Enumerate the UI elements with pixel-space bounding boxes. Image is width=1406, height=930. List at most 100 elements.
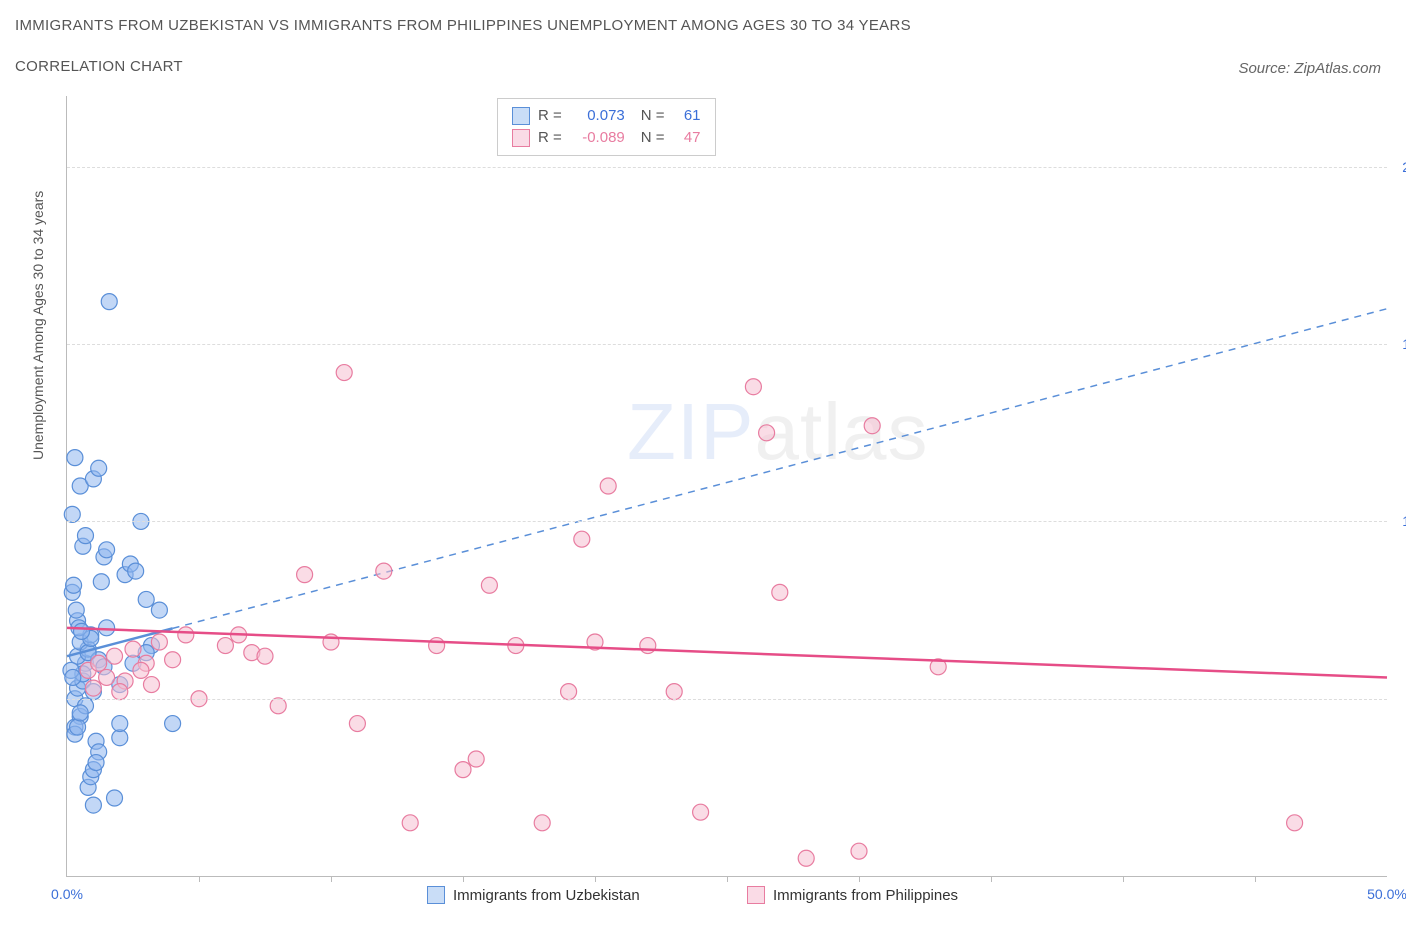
data-point (402, 815, 418, 831)
data-point (151, 602, 167, 618)
data-point (91, 655, 107, 671)
gridline (67, 167, 1387, 168)
trend-line-dashed (173, 309, 1387, 629)
chart-plot-area: ZIPatlas R = 0.073 N = 61 R = -0.089 N =… (66, 96, 1387, 877)
data-point (257, 648, 273, 664)
data-point (798, 850, 814, 866)
y-axis-label: Unemployment Among Ages 30 to 34 years (30, 191, 46, 460)
n-value-2: 47 (673, 127, 701, 149)
data-point (88, 755, 104, 771)
data-point (759, 425, 775, 441)
correlation-stats-box: R = 0.073 N = 61 R = -0.089 N = 47 (497, 98, 716, 156)
data-point (64, 506, 80, 522)
data-point (67, 450, 83, 466)
legend-item-1: Immigrants from Uzbekistan (427, 886, 640, 904)
data-point (1287, 815, 1303, 831)
n-label: N = (641, 105, 665, 127)
x-minor-tick (199, 876, 200, 882)
data-point (107, 790, 123, 806)
data-point (70, 719, 86, 735)
swatch-icon (512, 107, 530, 125)
legend-label-1: Immigrants from Uzbekistan (453, 887, 640, 904)
data-point (745, 379, 761, 395)
data-point (85, 680, 101, 696)
r-label: R = (538, 105, 562, 127)
stats-row-series1: R = 0.073 N = 61 (512, 105, 701, 127)
data-point (600, 478, 616, 494)
data-point (125, 641, 141, 657)
data-point (66, 577, 82, 593)
data-point (151, 634, 167, 650)
r-value-1: 0.073 (570, 105, 625, 127)
data-point (640, 638, 656, 654)
y-tick-label: 20.0% (1392, 159, 1406, 175)
data-point (270, 698, 286, 714)
data-point (178, 627, 194, 643)
r-value-2: -0.089 (570, 127, 625, 149)
data-point (99, 542, 115, 558)
stats-row-series2: R = -0.089 N = 47 (512, 127, 701, 149)
n-value-1: 61 (673, 105, 701, 127)
data-point (112, 716, 128, 732)
data-point (112, 684, 128, 700)
data-point (128, 563, 144, 579)
data-point (455, 762, 471, 778)
data-point (165, 716, 181, 732)
y-tick-label: 5.0% (1392, 691, 1406, 707)
swatch-icon (512, 129, 530, 147)
source-attribution: Source: ZipAtlas.com (1238, 60, 1381, 77)
title-line-1: IMMIGRANTS FROM UZBEKISTAN VS IMMIGRANTS… (15, 17, 911, 34)
x-minor-tick (727, 876, 728, 882)
x-tick-label: 0.0% (51, 886, 83, 902)
y-tick-label: 10.0% (1392, 513, 1406, 529)
r-label: R = (538, 127, 562, 149)
data-point (561, 684, 577, 700)
gridline (67, 521, 1387, 522)
data-point (101, 294, 117, 310)
data-point (65, 669, 81, 685)
legend-item-2: Immigrants from Philippines (747, 886, 958, 904)
data-point (143, 677, 159, 693)
data-point (68, 602, 84, 618)
data-point (481, 577, 497, 593)
x-minor-tick (859, 876, 860, 882)
x-minor-tick (991, 876, 992, 882)
data-point (429, 638, 445, 654)
gridline (67, 344, 1387, 345)
data-point (376, 563, 392, 579)
data-point (99, 620, 115, 636)
data-point (217, 638, 233, 654)
data-point (85, 797, 101, 813)
gridline (67, 699, 1387, 700)
scatter-svg (67, 96, 1387, 876)
data-point (99, 669, 115, 685)
data-point (107, 648, 123, 664)
swatch-icon (427, 886, 445, 904)
data-point (133, 662, 149, 678)
x-minor-tick (463, 876, 464, 882)
data-point (468, 751, 484, 767)
data-point (138, 591, 154, 607)
data-point (93, 574, 109, 590)
x-minor-tick (1255, 876, 1256, 882)
x-minor-tick (1123, 876, 1124, 882)
title-line-2: CORRELATION CHART (15, 58, 183, 75)
data-point (165, 652, 181, 668)
data-point (534, 815, 550, 831)
data-point (297, 567, 313, 583)
data-point (851, 843, 867, 859)
swatch-icon (747, 886, 765, 904)
data-point (666, 684, 682, 700)
data-point (336, 365, 352, 381)
n-label: N = (641, 127, 665, 149)
x-minor-tick (331, 876, 332, 882)
x-minor-tick (595, 876, 596, 882)
data-point (693, 804, 709, 820)
data-point (77, 528, 93, 544)
data-point (74, 623, 90, 639)
y-tick-label: 15.0% (1392, 336, 1406, 352)
data-point (349, 716, 365, 732)
legend-label-2: Immigrants from Philippines (773, 887, 958, 904)
data-point (772, 584, 788, 600)
data-point (864, 418, 880, 434)
